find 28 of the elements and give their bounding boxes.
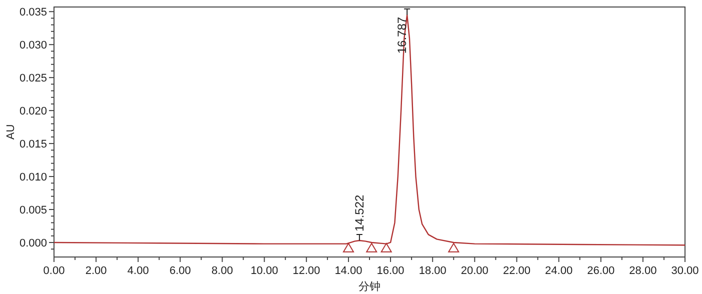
x-tick-label: 12.00	[292, 265, 320, 277]
y-tick-label: 0.000	[19, 237, 47, 250]
x-tick-label: 14.00	[334, 265, 362, 277]
x-tick-label: 4.00	[127, 265, 149, 277]
x-tick-label: 16.00	[376, 265, 404, 277]
x-tick-label: 10.00	[250, 265, 278, 277]
x-tick-label: 20.00	[460, 265, 488, 277]
x-tick-label: 18.00	[418, 265, 446, 277]
y-tick-label: 0.035	[19, 6, 47, 19]
annotation: 16.787	[395, 16, 410, 54]
y-axis-title: AU	[5, 124, 17, 140]
y-tick-label: 0.010	[19, 172, 47, 184]
x-tick-label: 6.00	[169, 265, 191, 277]
y-tick-label: 0.015	[19, 138, 47, 151]
x-tick-label: 0.00	[43, 265, 65, 277]
x-tick-label: 28.00	[629, 265, 657, 277]
x-tick-label: 26.00	[587, 265, 615, 277]
y-tick-label: 0.005	[19, 204, 47, 217]
x-tick-label: 22.00	[502, 265, 530, 277]
annotation: 14.522	[352, 194, 366, 232]
x-axis-title: 分钟	[358, 281, 380, 293]
x-tick-label: 8.00	[212, 265, 233, 277]
x-tick-label: 30.00	[671, 265, 699, 277]
x-tick-label: 24.00	[545, 265, 573, 277]
y-tick-label: 0.030	[19, 40, 47, 52]
y-tick-label: 0.020	[19, 106, 47, 118]
y-tick-label: 0.025	[19, 72, 47, 85]
x-tick-label: 2.00	[85, 265, 107, 277]
